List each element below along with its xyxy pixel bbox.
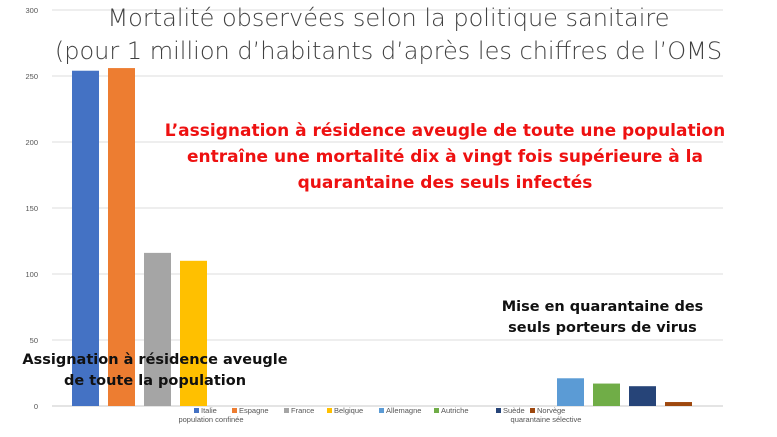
legend-swatch xyxy=(496,408,501,413)
category-label: quarantaine sélective xyxy=(511,415,582,424)
legend-label: Suède xyxy=(503,406,525,415)
legend-label: Belgique xyxy=(334,406,363,415)
category-label: population confinée xyxy=(178,415,243,424)
legend-label: Autriche xyxy=(441,406,469,415)
selective-quarantine-annotation: Mise en quarantaine des seuls porteurs d… xyxy=(490,297,715,339)
confined-annotation-line: Assignation à résidence aveugle xyxy=(22,352,288,368)
legend-swatch xyxy=(379,408,384,413)
y-tick-label: 50 xyxy=(30,336,38,345)
selective-annotation-line: Mise en quarantaine des xyxy=(501,299,704,315)
legend-swatch xyxy=(530,408,535,413)
y-tick-label: 250 xyxy=(25,72,38,81)
y-tick-label: 100 xyxy=(25,270,38,279)
main-claim-line: quarantaine des seuls infectés xyxy=(297,173,593,193)
y-tick-label: 300 xyxy=(25,6,38,15)
legend-swatch xyxy=(327,408,332,413)
bar-suède xyxy=(629,386,656,406)
legend-label: Espagne xyxy=(239,406,269,415)
bar-autriche xyxy=(593,383,620,406)
legend-swatch xyxy=(284,408,289,413)
y-tick-label: 200 xyxy=(25,138,38,147)
legend-label: Allemagne xyxy=(386,406,421,415)
bar-espagne xyxy=(108,68,135,406)
y-tick-label: 0 xyxy=(34,402,38,411)
bar-belgique xyxy=(180,260,207,406)
confined-population-annotation: Assignation à résidence aveugle de toute… xyxy=(10,350,300,392)
bar-allemagne xyxy=(557,378,584,406)
main-claim-line: L’assignation à résidence aveugle de tou… xyxy=(164,121,726,141)
y-tick-label: 150 xyxy=(25,204,38,213)
bar-italie xyxy=(72,70,99,406)
main-claim-line: entraîne une mortalité dix à vingt fois … xyxy=(187,147,703,167)
legend-label: Italie xyxy=(201,406,217,415)
chart-title: Mortalité observées selon la politique s… xyxy=(107,4,670,32)
legend-swatch xyxy=(232,408,237,413)
legend-swatch xyxy=(194,408,199,413)
legend-label: Norvège xyxy=(537,406,565,415)
main-claim-annotation: L’assignation à résidence aveugle de tou… xyxy=(150,118,740,196)
confined-annotation-line: de toute la population xyxy=(63,373,247,389)
bar-france xyxy=(144,252,171,406)
selective-annotation-line: seuls porteurs de virus xyxy=(508,320,697,336)
legend-label: France xyxy=(291,406,314,415)
legend-swatch xyxy=(434,408,439,413)
chart-subtitle: (pour 1 million d’habitants d’après les … xyxy=(54,37,723,65)
bar-norvège xyxy=(665,402,692,406)
